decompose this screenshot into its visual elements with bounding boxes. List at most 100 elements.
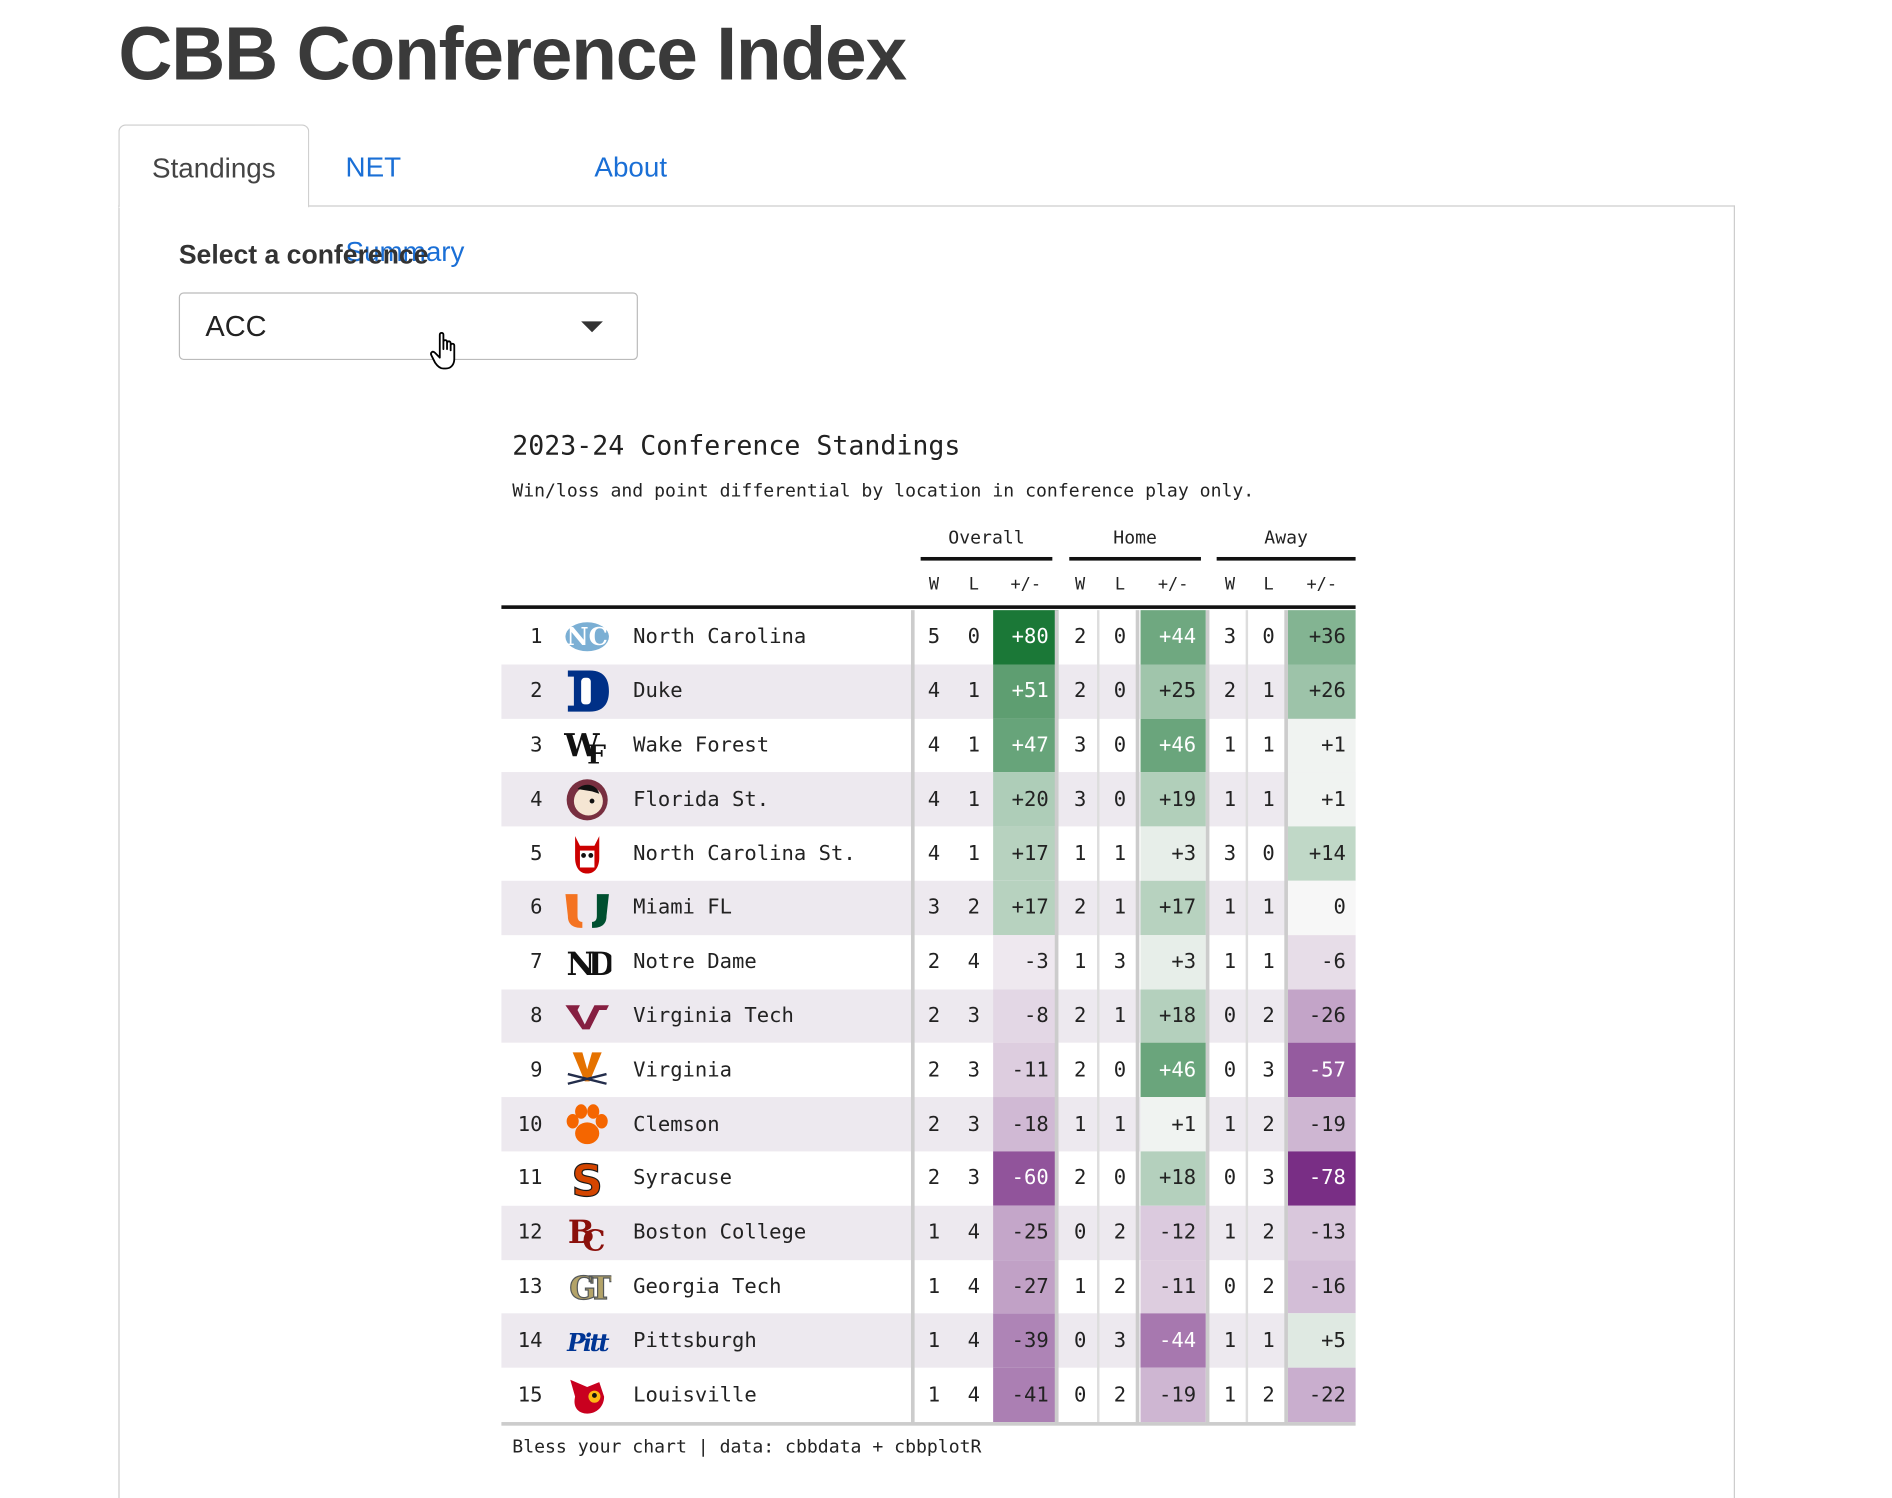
- vt-logo-icon: [562, 989, 613, 1043]
- svg-text:ND: ND: [566, 947, 611, 983]
- conference-select-value: ACC: [205, 310, 267, 344]
- away-l-cell: 3: [1262, 1166, 1275, 1191]
- table-row: 1 NC North Carolina 5 0 +80 2 0 +44 3 0 +36: [501, 610, 1356, 665]
- tab-panel: [118, 205, 1735, 1498]
- nd-logo-icon: ND: [562, 935, 613, 989]
- overall-w-cell: 2: [927, 949, 941, 975]
- overall-w-cell: 1: [927, 1220, 941, 1245]
- chevron-down-icon: [581, 321, 603, 333]
- overall-diff-cell: -60: [993, 1151, 1059, 1206]
- overall-l-cell: 3: [967, 1166, 981, 1191]
- home-l-cell: 0: [1113, 733, 1127, 758]
- overall-l-cell: 3: [967, 1003, 981, 1029]
- away-diff-cell: -26: [1287, 989, 1356, 1044]
- away-diff-cell: +1: [1287, 772, 1356, 827]
- rank-cell: 6: [530, 895, 543, 920]
- chart-title: 2023-24 Conference Standings: [512, 431, 961, 462]
- overall-l-cell: 4: [967, 1382, 981, 1408]
- home-l-cell: 1: [1113, 841, 1127, 866]
- overall-l-cell: 4: [967, 949, 981, 975]
- overall-w-cell: 4: [927, 733, 941, 758]
- rank-cell: 15: [517, 1382, 543, 1408]
- rank-cell: 11: [517, 1166, 543, 1191]
- away-w-cell: 0: [1223, 1003, 1237, 1029]
- team-name-cell: Virginia: [633, 1058, 733, 1083]
- team-name-cell: Virginia Tech: [633, 1003, 794, 1029]
- home-w-cell: 2: [1073, 1003, 1087, 1029]
- svg-text:F: F: [587, 740, 606, 769]
- table-row: 10 Clemson 2 3 -18 1 1 +1 1 2 -19: [501, 1097, 1356, 1152]
- svg-text:S: S: [572, 1158, 603, 1202]
- team-name-cell: Florida St.: [633, 787, 770, 812]
- team-name-cell: Georgia Tech: [633, 1274, 782, 1299]
- overall-w-cell: 4: [927, 679, 941, 704]
- rank-cell: 8: [530, 1003, 543, 1029]
- away-w-cell: 1: [1223, 1112, 1237, 1137]
- team-name-cell: Boston College: [633, 1220, 807, 1245]
- column-separator: [1284, 610, 1288, 1424]
- overall-w-cell: 4: [927, 787, 941, 812]
- column-header-away-l: L: [1263, 575, 1274, 595]
- home-l-cell: 0: [1113, 625, 1127, 650]
- group-underline-overall: [920, 556, 1053, 561]
- away-w-cell: 0: [1223, 1058, 1237, 1083]
- overall-w-cell: 4: [927, 841, 941, 866]
- home-l-cell: 3: [1113, 949, 1127, 975]
- uva-logo-icon: [562, 1043, 613, 1097]
- home-w-cell: 0: [1073, 1328, 1087, 1353]
- overall-w-cell: 3: [927, 895, 941, 920]
- home-diff-cell: +1: [1140, 1097, 1206, 1152]
- app-title: CBB Conference Index: [118, 13, 907, 97]
- home-diff-cell: +46: [1140, 718, 1206, 773]
- rank-cell: 1: [530, 625, 543, 650]
- duke-logo-icon: [562, 664, 613, 718]
- home-w-cell: 2: [1073, 895, 1087, 920]
- overall-w-cell: 1: [927, 1274, 941, 1299]
- column-header-home-diff: +/-: [1157, 575, 1189, 595]
- home-diff-cell: +44: [1140, 610, 1206, 665]
- tab-standings[interactable]: Standings: [118, 124, 310, 208]
- table-row: 14 Pitt Pittsburgh 1 4 -39 0 3 -44 1 1 +5: [501, 1313, 1356, 1368]
- team-name-cell: Syracuse: [633, 1166, 733, 1191]
- table-row: 12 B C Boston College 1 4 -25 0 2 -12 1 2 -13: [501, 1205, 1356, 1260]
- rank-cell: 12: [517, 1220, 543, 1245]
- team-name-cell: North Carolina St.: [633, 841, 856, 866]
- team-name-cell: North Carolina: [633, 625, 807, 650]
- overall-l-cell: 0: [967, 625, 981, 650]
- away-diff-cell: -19: [1287, 1097, 1356, 1152]
- home-diff-cell: +46: [1140, 1043, 1206, 1098]
- conference-select-label: Select a conference: [178, 239, 429, 270]
- overall-l-cell: 1: [967, 841, 981, 866]
- conference-select[interactable]: ACC: [178, 292, 638, 361]
- overall-diff-cell: -11: [993, 1043, 1059, 1098]
- unc-logo-icon: NC: [562, 610, 613, 664]
- rank-cell: 2: [530, 679, 543, 704]
- home-diff-cell: +18: [1140, 1151, 1206, 1206]
- home-w-cell: 2: [1073, 1058, 1087, 1083]
- rank-cell: 10: [517, 1112, 543, 1137]
- overall-l-cell: 1: [967, 787, 981, 812]
- fsu-logo-icon: [562, 773, 613, 827]
- away-diff-cell: +36: [1287, 610, 1356, 665]
- overall-l-cell: 4: [967, 1220, 981, 1245]
- home-w-cell: 3: [1073, 733, 1087, 758]
- tab-about[interactable]: About: [594, 151, 668, 183]
- home-diff-cell: +19: [1140, 772, 1206, 827]
- overall-l-cell: 3: [967, 1058, 981, 1083]
- away-l-cell: 2: [1262, 1274, 1275, 1299]
- home-l-cell: 0: [1113, 1058, 1127, 1083]
- home-diff-cell: -19: [1140, 1367, 1206, 1422]
- team-name-cell: Duke: [633, 679, 683, 704]
- away-w-cell: 1: [1223, 1220, 1237, 1245]
- away-diff-cell: -78: [1287, 1151, 1356, 1206]
- home-w-cell: 0: [1073, 1220, 1087, 1245]
- away-l-cell: 1: [1262, 679, 1275, 704]
- rank-cell: 13: [517, 1274, 543, 1299]
- home-w-cell: 1: [1073, 949, 1087, 975]
- away-w-cell: 2: [1223, 679, 1237, 704]
- overall-diff-cell: +47: [993, 718, 1059, 773]
- away-diff-cell: -16: [1287, 1259, 1356, 1314]
- tab-net-summary[interactable]: NET Summary: [345, 151, 465, 268]
- standings-table-body: 1 NC North Carolina 5 0 +80 2 0 +44 3 0 +36 2 Duke 4 1 +…: [501, 610, 1356, 1422]
- table-row: 9 Virginia 2 3 -11 2 0 +46 0 3 -57: [501, 1043, 1356, 1098]
